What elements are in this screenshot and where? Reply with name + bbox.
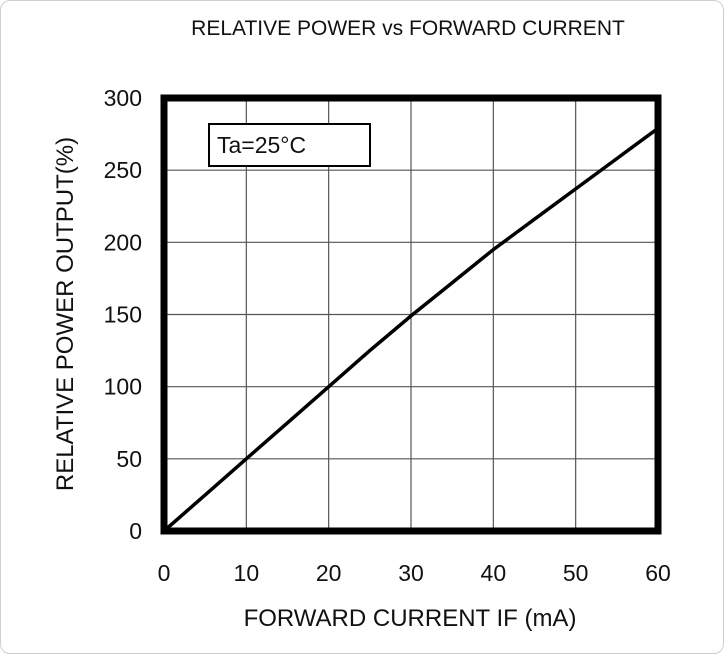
y-tick-label: 300 [104, 85, 142, 111]
x-tick-label: 10 [234, 560, 260, 586]
chart-title: RELATIVE POWER vs FORWARD CURRENT [191, 17, 625, 40]
y-tick-label: 200 [104, 229, 142, 255]
x-axis-label: FORWARD CURRENT IF (mA) [244, 605, 577, 632]
y-tick-label: 50 [116, 446, 142, 472]
y-tick-label: 0 [129, 518, 142, 544]
x-tick-labels: 0 10 20 30 40 50 60 [158, 560, 671, 586]
y-tick-label: 250 [104, 157, 142, 183]
x-tick-label: 40 [481, 560, 507, 586]
x-tick-label: 50 [563, 560, 589, 586]
y-tick-label: 100 [104, 374, 142, 400]
y-tick-labels: 0 50 100 150 200 250 300 [104, 85, 142, 544]
x-tick-label: 0 [158, 560, 171, 586]
y-tick-label: 150 [104, 302, 142, 328]
x-tick-label: 60 [645, 560, 671, 586]
x-tick-label: 30 [398, 560, 424, 586]
x-tick-label: 20 [316, 560, 342, 586]
annotation-label: Ta=25°C [217, 132, 306, 158]
y-axis-label: RELATIVE POWER OUTPUT(%) [52, 137, 79, 491]
